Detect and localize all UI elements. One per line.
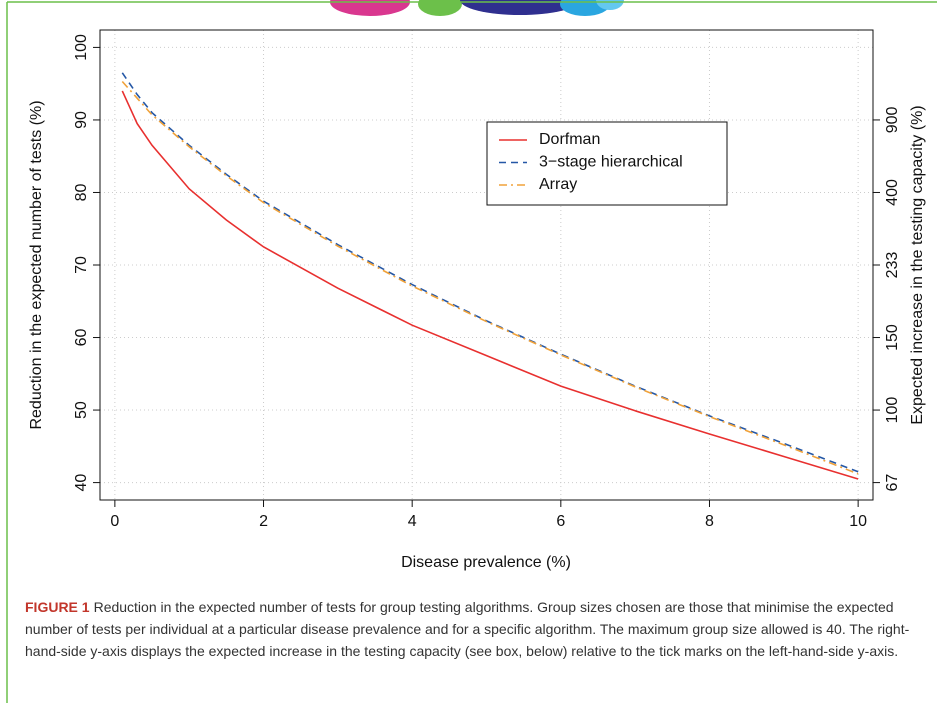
y2-tick-label: 400 [884,179,901,206]
x-axis-label: Disease prevalence (%) [401,554,571,571]
y-tick-label: 90 [73,111,90,129]
line [121,80,859,475]
legend-label: Dorfman [539,131,600,148]
line [121,90,859,480]
header-art [330,0,624,16]
x-tick-label: 10 [849,513,867,530]
caption-text: Reduction in the expected number of test… [25,599,910,659]
y-tick-label: 50 [73,401,90,419]
x-tick-label: 6 [556,513,565,530]
x-tick-label: 0 [110,513,119,530]
caption: FIGURE 1 Reduction in the expected number… [25,596,920,662]
x-tick-label: 4 [408,513,417,530]
legend-label: Array [539,176,577,193]
y2-axis-label: Expected increase in the testing capacit… [909,105,926,424]
y2-tick-label: 233 [884,252,901,279]
y-tick-label: 70 [73,256,90,274]
y-tick-label: 100 [73,34,90,61]
y2-tick-label: 67 [884,474,901,492]
plot-frame [99,29,874,501]
y2-tick-label: 150 [884,324,901,351]
figure-label: FIGURE 1 [25,599,90,615]
legend-box [486,121,728,206]
x-tick-label: 8 [705,513,714,530]
y-axis-label: Reduction in the expected number of test… [28,100,45,429]
y-tick-label: 40 [73,474,90,492]
y2-tick-label: 900 [884,106,901,133]
y-tick-label: 80 [73,183,90,201]
y2-tick-label: 100 [884,397,901,424]
y-tick-label: 60 [73,329,90,347]
legend-label: 3−stage hierarchical [539,154,683,171]
x-tick-label: 2 [259,513,268,530]
